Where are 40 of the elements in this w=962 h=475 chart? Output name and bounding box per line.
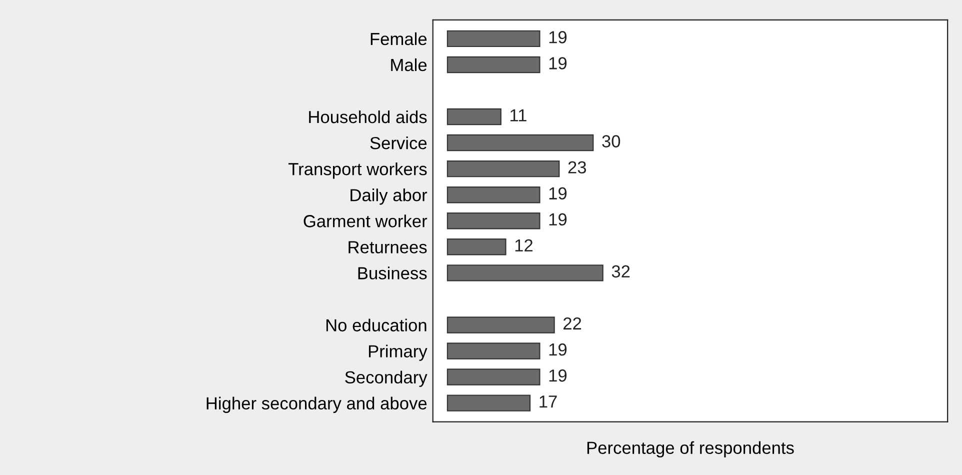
x-axis-title: Percentage of respondents bbox=[587, 441, 794, 458]
data-label: 32 bbox=[612, 265, 630, 278]
bar bbox=[446, 342, 540, 360]
y-tick-label: Returnees bbox=[348, 241, 427, 254]
bar bbox=[446, 186, 540, 204]
y-tick-label: Female bbox=[370, 32, 427, 46]
data-label: 30 bbox=[602, 135, 620, 148]
data-label: 19 bbox=[549, 343, 567, 356]
y-tick-label: Secondary bbox=[345, 370, 428, 387]
bar bbox=[446, 108, 502, 126]
bar bbox=[446, 134, 594, 152]
data-label: 19 bbox=[549, 31, 567, 44]
y-tick-label: Daily abor bbox=[350, 188, 428, 205]
data-label: 19 bbox=[549, 57, 567, 70]
data-label: 17 bbox=[540, 396, 557, 408]
bar bbox=[446, 316, 555, 334]
y-tick-label: Household aids bbox=[309, 110, 427, 124]
y-tick-label: Garment worker bbox=[304, 214, 428, 228]
y-tick-label: Higher secondary and above bbox=[206, 396, 427, 413]
data-label: 11 bbox=[510, 109, 526, 122]
y-tick-label: Service bbox=[370, 136, 427, 150]
bar bbox=[446, 30, 540, 48]
y-tick-label: Primary bbox=[368, 344, 428, 361]
bar bbox=[446, 160, 560, 178]
bar bbox=[446, 394, 531, 412]
data-label: 19 bbox=[549, 187, 567, 200]
data-label: 23 bbox=[568, 161, 586, 174]
bar bbox=[446, 56, 540, 74]
data-label: 19 bbox=[549, 213, 567, 226]
bar bbox=[446, 212, 540, 230]
y-tick-label: Transport workers bbox=[288, 162, 427, 179]
data-label: 12 bbox=[515, 239, 533, 252]
bar bbox=[446, 238, 506, 256]
bar bbox=[446, 368, 540, 386]
y-tick-label: No education bbox=[326, 318, 426, 332]
bar bbox=[446, 264, 604, 282]
data-label: 19 bbox=[549, 369, 567, 382]
data-label: 22 bbox=[563, 317, 582, 330]
y-tick-label: Male bbox=[391, 58, 427, 72]
y-tick-label: Business bbox=[358, 266, 427, 280]
